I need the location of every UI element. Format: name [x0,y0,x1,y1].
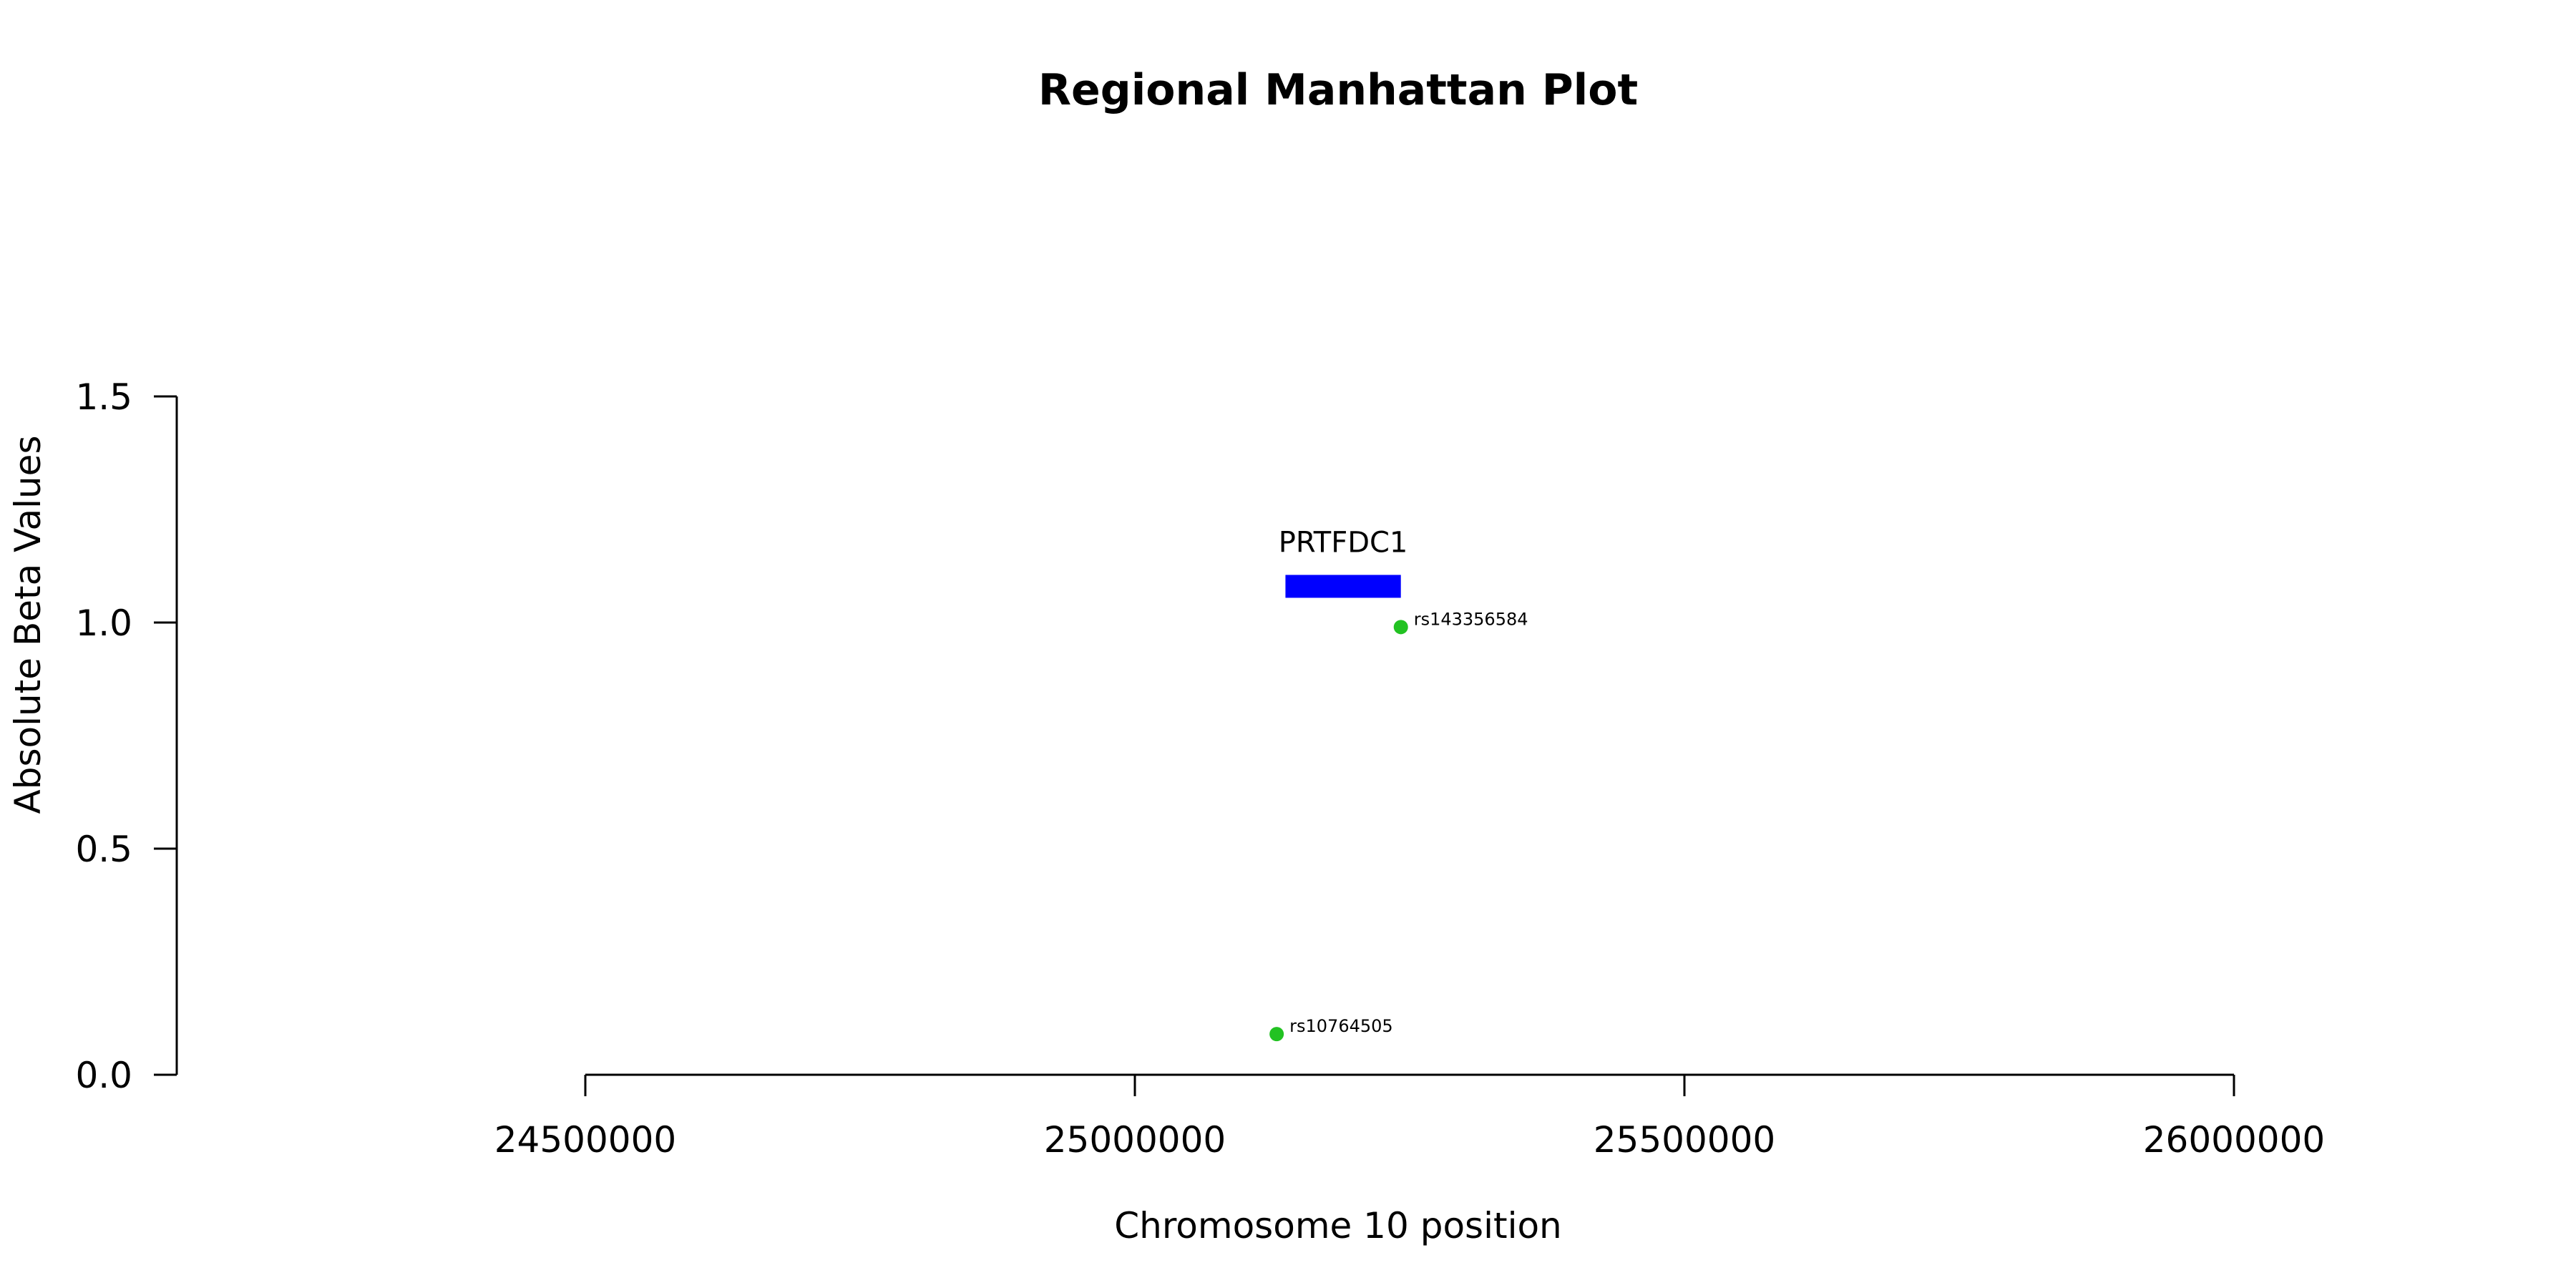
snp-point [1393,620,1408,635]
x-tick-label: 24500000 [494,1119,677,1161]
y-tick-label: 1.0 [75,602,132,644]
y-tick-label: 0.5 [75,829,132,870]
y-tick-label: 0.0 [75,1055,132,1096]
y-tick-label: 1.5 [75,376,132,418]
snp-label: rs10764505 [1289,1016,1393,1036]
gene-track: PRTFDC1 [1279,526,1408,598]
y-axis: 0.0 0.5 1.0 1.5 [75,376,178,1096]
gene-bar [1285,575,1401,598]
x-tick-label: 25000000 [1044,1119,1226,1161]
snp-point [1269,1027,1284,1042]
y-axis-label: Absolute Beta Values [7,436,49,814]
chart-title: Regional Manhattan Plot [1038,65,1638,115]
x-axis-label: Chromosome 10 position [1114,1205,1562,1246]
snp-points: rs143356584 rs10764505 [1269,609,1528,1042]
snp-label: rs143356584 [1414,609,1528,629]
gene-label: PRTFDC1 [1279,526,1408,559]
x-tick-label: 25500000 [1594,1119,1776,1161]
x-axis: 24500000 25000000 25500000 26000000 [494,1073,2326,1161]
x-tick-label: 26000000 [2143,1119,2326,1161]
